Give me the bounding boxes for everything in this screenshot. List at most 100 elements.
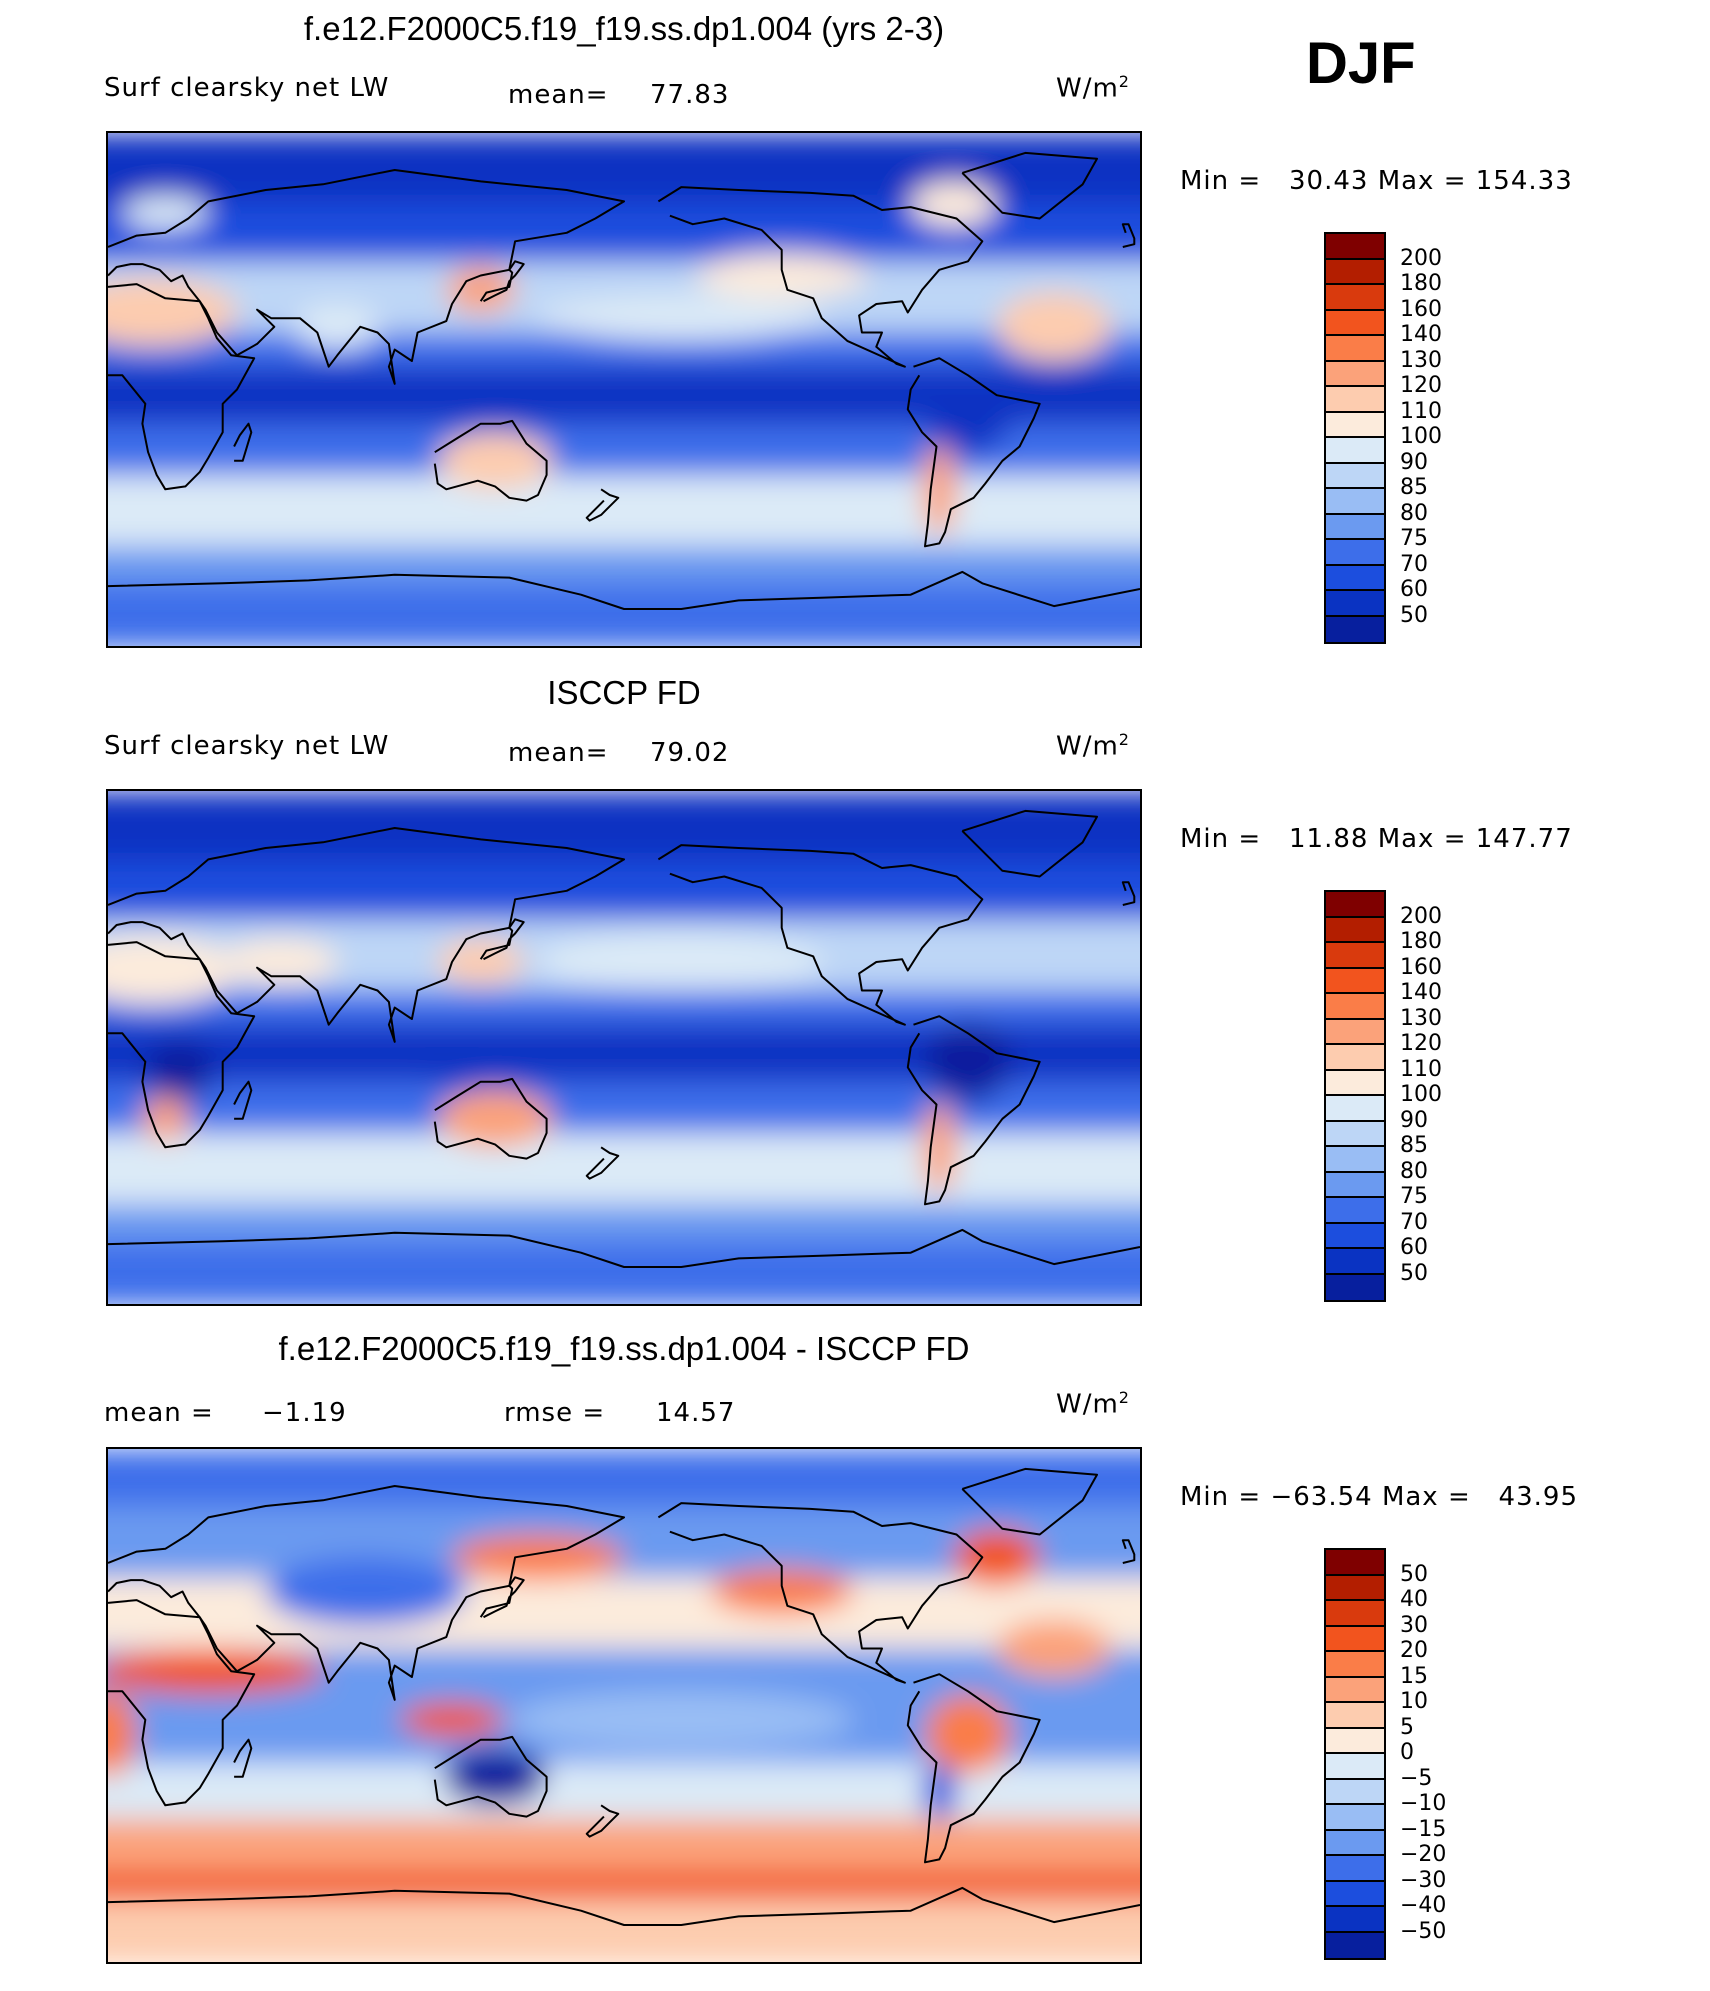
colorbar-level-label: 80: [1400, 1158, 1428, 1184]
colorbar-swatch: [1326, 1652, 1384, 1678]
colorbar-level-label: 50: [1400, 602, 1428, 628]
colorbar-level-label: 90: [1400, 449, 1428, 475]
colorbar-swatch: [1326, 1779, 1384, 1805]
colorbar-swatch: [1326, 1881, 1384, 1907]
colorbar-swatch: [1326, 259, 1384, 285]
colorbar-level-label: 30: [1400, 1612, 1428, 1638]
panel1-minmax: Min = 30.43 Max = 154.33: [1180, 166, 1573, 196]
colorbar-swatch: [1326, 387, 1384, 413]
colorbar-level-label: 85: [1400, 475, 1428, 500]
panel3-minmax: Min = −63.54 Max = 43.95: [1180, 1482, 1578, 1512]
panel3-rmse-label: rmse =: [504, 1398, 606, 1428]
colorbar-swatch: [1326, 1626, 1384, 1652]
colorbar-swatch: [1326, 1601, 1384, 1627]
panel1-mean-label: mean=: [508, 80, 609, 110]
colorbar-swatch: [1326, 1754, 1384, 1780]
colorbar-swatch: [1326, 1575, 1384, 1601]
colorbar-level-label: −40: [1400, 1893, 1447, 1918]
colorbar-swatch: [1326, 565, 1384, 591]
colorbar-swatch: [1326, 1121, 1384, 1147]
colorbar-level-label: −5: [1400, 1765, 1433, 1791]
colorbar-swatch: [1326, 1728, 1384, 1754]
panel3-rmse-value: 14.57: [656, 1398, 736, 1428]
colorbar-swatch: [1326, 917, 1384, 943]
colorbar-level-label: 110: [1400, 1056, 1442, 1082]
panel3-colorbar: [1324, 1548, 1386, 1960]
colorbar-swatch: [1326, 1223, 1384, 1249]
panel2-units: W/m2: [1056, 730, 1130, 762]
colorbar-swatch: [1326, 968, 1384, 994]
colorbar-swatch: [1326, 892, 1384, 918]
colorbar-level-label: 120: [1400, 373, 1442, 398]
colorbar-swatch: [1326, 1147, 1384, 1173]
colorbar-level-label: 90: [1400, 1107, 1428, 1133]
colorbar-swatch: [1326, 412, 1384, 438]
colorbar-swatch: [1326, 310, 1384, 336]
colorbar-level-label: 100: [1400, 1082, 1442, 1107]
panel1-title: f.e12.F2000C5.f19_f19.ss.dp1.004 (yrs 2-…: [303, 10, 945, 47]
colorbar-level-label: 5: [1400, 1714, 1414, 1740]
colorbar-swatch: [1326, 1830, 1384, 1856]
panel3-title: f.e12.F2000C5.f19_f19.ss.dp1.004 - ISCCP…: [278, 1330, 970, 1367]
colorbar-swatch: [1326, 1096, 1384, 1122]
panel1-variable-label: Surf clearsky net LW: [104, 73, 390, 103]
colorbar-level-label: −10: [1400, 1791, 1447, 1816]
panel3-mean-label: mean =: [104, 1398, 214, 1428]
colorbar-level-label: −20: [1400, 1842, 1447, 1867]
colorbar-swatch: [1326, 1070, 1384, 1096]
panel2-title: ISCCP FD: [547, 674, 701, 711]
colorbar-swatch: [1326, 1805, 1384, 1831]
colorbar-swatch: [1326, 1856, 1384, 1882]
colorbar-level-label: 130: [1400, 1005, 1442, 1031]
colorbar-swatch: [1326, 1019, 1384, 1045]
colorbar-swatch: [1326, 943, 1384, 969]
colorbar-level-label: 60: [1400, 577, 1428, 602]
colorbar-level-label: 140: [1400, 980, 1442, 1005]
colorbar-swatch: [1326, 994, 1384, 1020]
colorbar-swatch: [1326, 1274, 1384, 1300]
colorbar-swatch: [1326, 1249, 1384, 1275]
colorbar-level-label: 160: [1400, 296, 1442, 322]
panel3-units: W/m2: [1056, 1388, 1130, 1420]
colorbar-swatch: [1326, 1703, 1384, 1729]
colorbar-swatch: [1326, 1907, 1384, 1933]
colorbar-level-label: 75: [1400, 1184, 1428, 1209]
colorbar-level-label: 140: [1400, 322, 1442, 347]
colorbar-level-label: −15: [1400, 1816, 1447, 1842]
colorbar-swatch: [1326, 514, 1384, 540]
colorbar-swatch: [1326, 1172, 1384, 1198]
colorbar-level-label: 110: [1400, 398, 1442, 424]
colorbar-level-label: 85: [1400, 1133, 1428, 1158]
colorbar-level-label: 120: [1400, 1031, 1442, 1056]
colorbar-swatch: [1326, 1677, 1384, 1703]
colorbar-swatch: [1326, 616, 1384, 642]
colorbar-level-label: 70: [1400, 551, 1428, 577]
colorbar-level-label: 20: [1400, 1638, 1428, 1663]
colorbar-level-label: 130: [1400, 347, 1442, 373]
panel1-colorbar: [1324, 232, 1386, 644]
colorbar-swatch: [1326, 438, 1384, 464]
colorbar-level-label: 100: [1400, 424, 1442, 449]
panel3-map: [106, 1447, 1142, 1964]
colorbar-level-label: 200: [1400, 903, 1442, 929]
panel2-map: [106, 789, 1142, 1306]
colorbar-swatch: [1326, 1045, 1384, 1071]
colorbar-level-label: 60: [1400, 1235, 1428, 1260]
colorbar-level-label: 180: [1400, 929, 1442, 954]
colorbar-level-label: 0: [1400, 1740, 1414, 1765]
panel2-mean-label: mean=: [508, 738, 609, 768]
panel2-colorbar: [1324, 890, 1386, 1302]
panel1-map-svg: [108, 133, 1140, 646]
colorbar-level-label: 50: [1400, 1561, 1428, 1587]
colorbar-swatch: [1326, 591, 1384, 617]
colorbar-level-label: 75: [1400, 526, 1428, 551]
colorbar-level-label: 40: [1400, 1587, 1428, 1612]
colorbar-level-label: 50: [1400, 1260, 1428, 1286]
panel2-variable-label: Surf clearsky net LW: [104, 731, 390, 761]
colorbar-swatch: [1326, 1198, 1384, 1224]
colorbar-swatch: [1326, 361, 1384, 387]
colorbar-swatch: [1326, 489, 1384, 515]
colorbar-level-label: 160: [1400, 954, 1442, 980]
colorbar-level-label: 180: [1400, 271, 1442, 296]
panel3-mean-value: −1.19: [262, 1398, 347, 1428]
